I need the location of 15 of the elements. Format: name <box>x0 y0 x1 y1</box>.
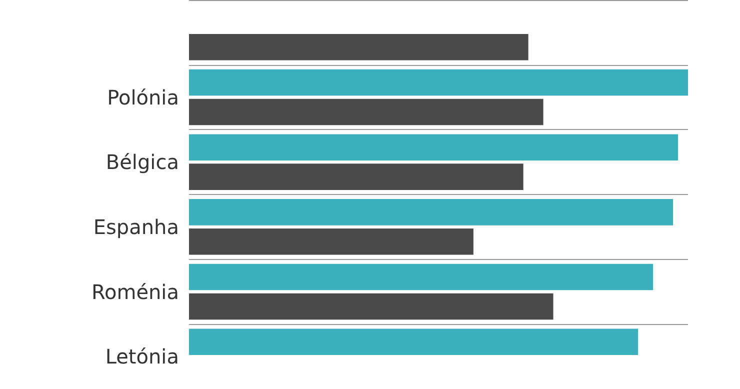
bar <box>189 199 674 226</box>
bar <box>189 228 474 255</box>
y-tick-label: Roménia <box>91 280 179 304</box>
y-tick-label: Espanha <box>93 214 179 239</box>
y-tick-label: Letónia <box>105 344 179 369</box>
bar <box>189 328 638 356</box>
bar <box>189 164 524 190</box>
bar <box>189 69 688 96</box>
bar <box>189 34 528 60</box>
bar <box>189 293 554 320</box>
y-tick-label: Polónia <box>107 85 179 110</box>
bar <box>189 98 544 126</box>
bar <box>189 134 678 161</box>
y-tick-label: Bélgica <box>106 150 179 174</box>
bar <box>189 264 654 290</box>
